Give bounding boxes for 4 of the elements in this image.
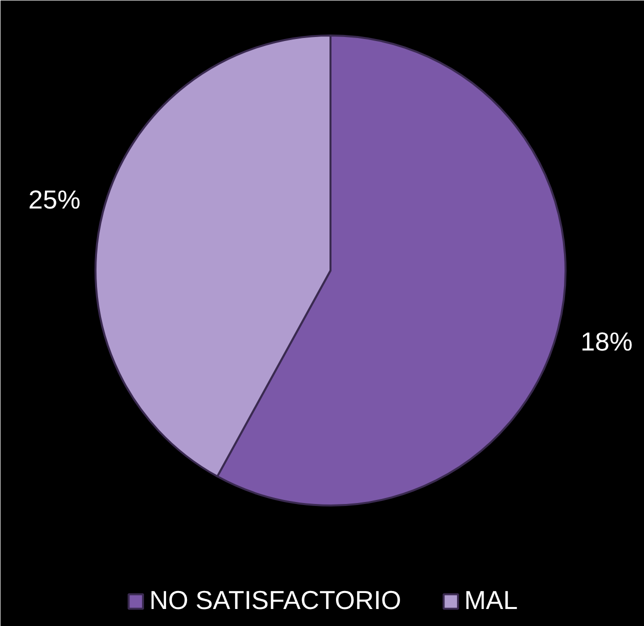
text: 18%: [580, 326, 633, 356]
legend-label: MAL: [464, 585, 518, 616]
legend-label: NO SATISFACTORIO: [149, 585, 402, 616]
text: 25%: [28, 184, 80, 215]
